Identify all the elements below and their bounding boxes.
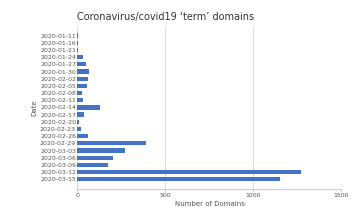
Bar — [77, 33, 78, 38]
X-axis label: Number of Domains: Number of Domains — [175, 201, 244, 207]
Bar — [77, 105, 100, 110]
Bar — [77, 55, 83, 59]
Bar — [77, 134, 88, 138]
Bar — [77, 120, 79, 124]
Bar — [77, 77, 88, 81]
Bar — [77, 41, 78, 45]
Bar — [77, 112, 84, 117]
Bar — [77, 127, 81, 131]
Bar — [77, 170, 301, 174]
Bar — [77, 69, 89, 74]
Bar — [77, 177, 280, 181]
Bar — [77, 62, 86, 66]
Bar — [77, 148, 125, 153]
Bar — [77, 91, 82, 95]
Text: Coronavirus/covid19 ‘term’ domains: Coronavirus/covid19 ‘term’ domains — [77, 13, 254, 23]
Bar — [77, 156, 113, 160]
Bar — [77, 98, 83, 102]
Bar — [77, 48, 78, 52]
Bar — [77, 141, 146, 145]
Y-axis label: Date: Date — [31, 99, 37, 116]
Bar — [77, 84, 87, 88]
Bar — [77, 163, 108, 167]
